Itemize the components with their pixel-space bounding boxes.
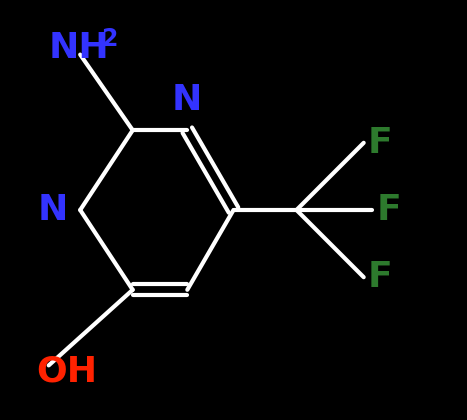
Text: F: F (368, 260, 393, 294)
Text: NH: NH (49, 32, 109, 65)
Text: F: F (376, 193, 401, 227)
Text: F: F (368, 126, 393, 160)
Text: 2: 2 (101, 27, 118, 51)
Text: N: N (172, 83, 203, 117)
Text: OH: OH (36, 355, 97, 388)
Text: N: N (38, 193, 69, 227)
